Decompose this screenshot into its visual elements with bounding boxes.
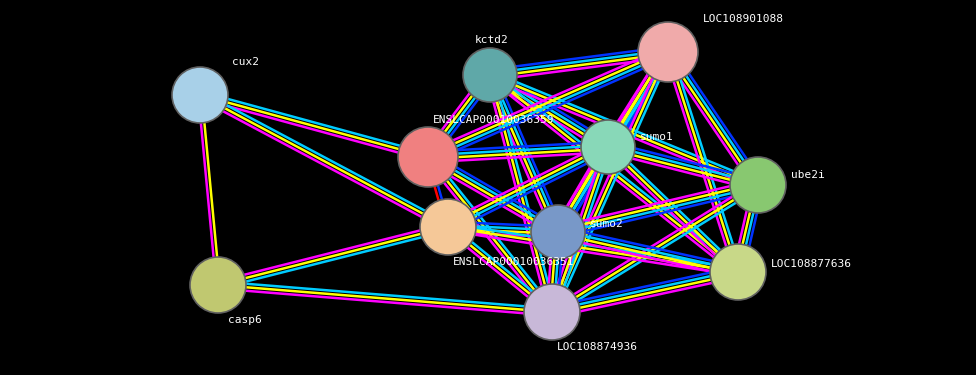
Text: cux2: cux2 (232, 57, 259, 67)
Ellipse shape (172, 67, 228, 123)
Ellipse shape (398, 127, 458, 187)
Text: casp6: casp6 (228, 315, 262, 325)
Text: sumo1: sumo1 (640, 132, 673, 142)
Ellipse shape (581, 120, 635, 174)
Ellipse shape (463, 48, 517, 102)
Text: ENSLCAP00010036359: ENSLCAP00010036359 (433, 115, 554, 125)
Ellipse shape (190, 257, 246, 313)
Text: LOC108901088: LOC108901088 (703, 14, 784, 24)
Text: kctd2: kctd2 (475, 35, 508, 45)
Ellipse shape (524, 284, 580, 340)
Text: ube2i: ube2i (791, 170, 825, 180)
Ellipse shape (420, 199, 476, 255)
Text: LOC108877636: LOC108877636 (771, 259, 852, 269)
Text: LOC108874936: LOC108874936 (557, 342, 638, 352)
Text: ENSLCAP00010036351: ENSLCAP00010036351 (453, 257, 575, 267)
Text: sumo2: sumo2 (590, 219, 624, 229)
Ellipse shape (638, 22, 698, 82)
Ellipse shape (730, 157, 786, 213)
Ellipse shape (710, 244, 766, 300)
Ellipse shape (531, 205, 585, 259)
